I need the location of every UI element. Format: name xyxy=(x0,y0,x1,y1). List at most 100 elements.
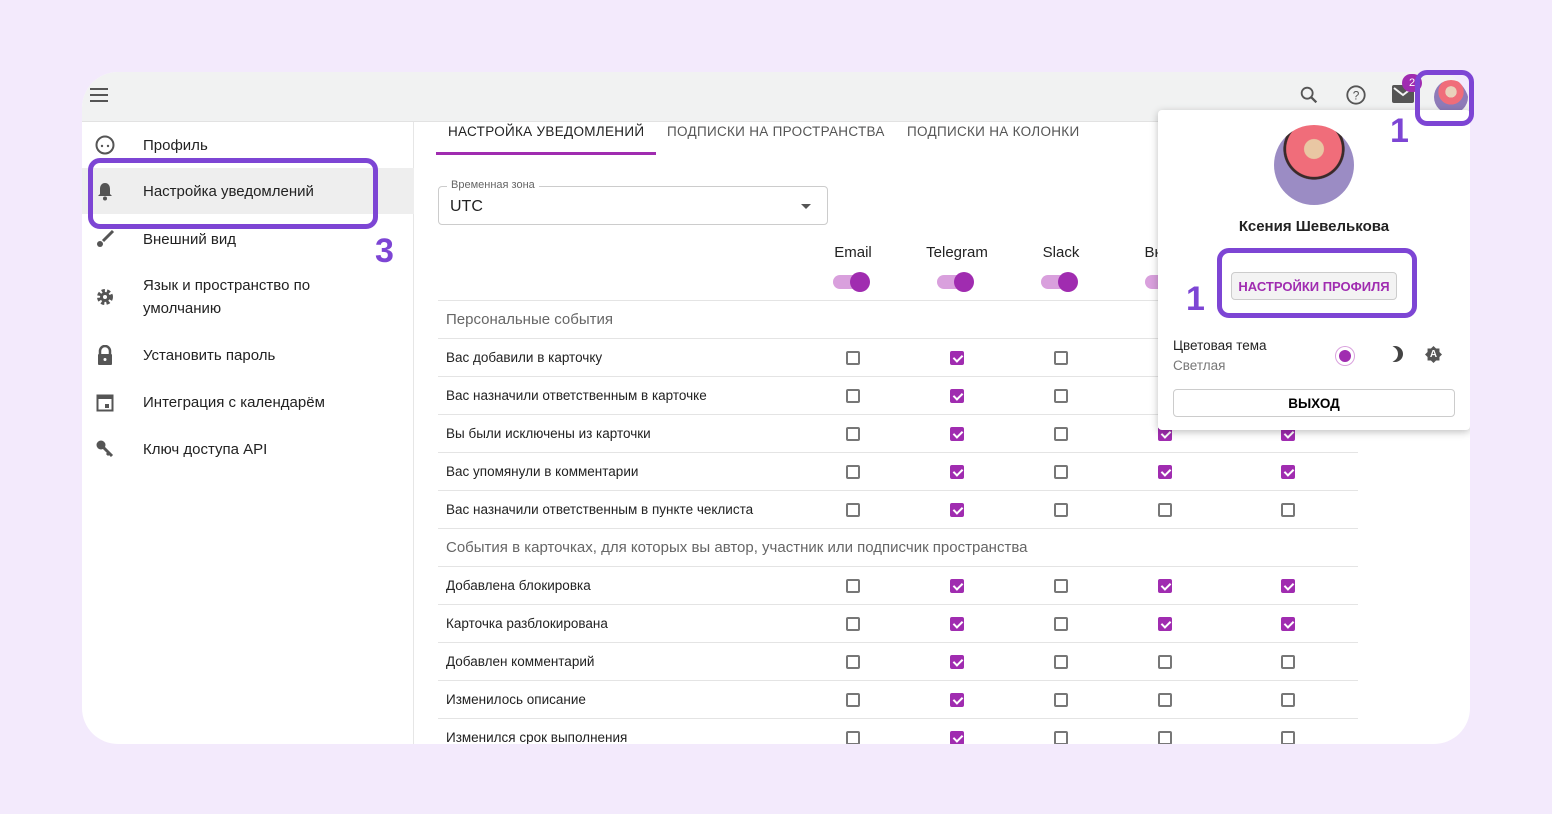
channel-checkbox[interactable] xyxy=(1281,617,1295,631)
channel-checkbox[interactable] xyxy=(1158,731,1172,744)
channel-checkbox[interactable] xyxy=(1158,579,1172,593)
app-window: ? 2 Профиль Настройка уведомлений Внешний … xyxy=(82,72,1470,744)
channel-checkbox[interactable] xyxy=(1281,579,1295,593)
dropdown-arrow-icon xyxy=(801,204,811,214)
section-header: Персональные события xyxy=(438,301,1358,339)
section-title: События в карточках, для которых вы авто… xyxy=(446,539,1028,556)
moon-icon[interactable] xyxy=(1382,346,1398,362)
table-row: Вас упомянули в комментарии xyxy=(438,453,1358,491)
channel-checkbox[interactable] xyxy=(950,503,964,517)
svg-text:?: ? xyxy=(1353,89,1360,103)
timezone-select[interactable]: Временная зона UTC xyxy=(438,179,828,225)
channel-checkbox[interactable] xyxy=(846,617,860,631)
channel-checkbox[interactable] xyxy=(1281,465,1295,479)
column-header: Slack xyxy=(1042,244,1080,261)
sidebar-item-label: Профиль xyxy=(143,136,208,154)
lock-icon xyxy=(94,344,116,366)
event-label: Вас назначили ответственным в карточке xyxy=(446,388,707,403)
sidebar-item[interactable]: Профиль xyxy=(82,122,414,168)
channel-checkbox[interactable] xyxy=(950,617,964,631)
event-label: Вас добавили в карточку xyxy=(446,350,603,365)
channel-checkbox[interactable] xyxy=(1158,617,1172,631)
tab-indicator xyxy=(436,152,656,155)
event-label: Вы были исключены из карточки xyxy=(446,426,651,441)
channel-checkbox[interactable] xyxy=(846,503,860,517)
channel-checkbox[interactable] xyxy=(1054,731,1068,744)
face-icon xyxy=(94,134,116,156)
channel-checkbox[interactable] xyxy=(1158,503,1172,517)
profile-name: Ксения Шевелькова xyxy=(1238,218,1390,235)
channel-checkbox[interactable] xyxy=(1054,351,1068,365)
channel-checkbox[interactable] xyxy=(1054,579,1068,593)
sidebar: Профиль Настройка уведомлений Внешний вид Я… xyxy=(82,122,414,744)
sidebar-item-label: Ключ доступа API xyxy=(143,440,268,458)
event-label: Вас упомянули в комментарии xyxy=(446,464,639,479)
gear-icon xyxy=(94,286,116,308)
brush-icon xyxy=(94,228,116,250)
channel-checkbox[interactable] xyxy=(1281,693,1295,707)
channel-checkbox[interactable] xyxy=(950,579,964,593)
sidebar-item[interactable]: Интеграция с календарём xyxy=(82,379,414,425)
sidebar-item[interactable]: Ключ доступа API xyxy=(82,426,414,472)
channel-checkbox[interactable] xyxy=(846,579,860,593)
channel-checkbox[interactable] xyxy=(1054,617,1068,631)
sidebar-item[interactable]: Язык и пространство по умолчанию xyxy=(82,262,414,332)
channel-checkbox[interactable] xyxy=(950,465,964,479)
table-row: Вас назначили ответственным в пункте чек… xyxy=(438,491,1358,529)
channel-checkbox[interactable] xyxy=(846,731,860,744)
channel-checkbox[interactable] xyxy=(1054,465,1068,479)
channel-checkbox[interactable] xyxy=(1281,503,1295,517)
table-row: Добавлен комментарий xyxy=(438,643,1358,681)
sidebar-item-label: Настройка уведомлений xyxy=(143,182,314,200)
channel-checkbox[interactable] xyxy=(1281,655,1295,669)
channel-checkbox[interactable] xyxy=(846,351,860,365)
channel-checkbox[interactable] xyxy=(1281,731,1295,744)
tab[interactable]: ПОДПИСКИ НА ПРОСТРАНСТВА xyxy=(667,124,885,139)
column-header: Email xyxy=(834,244,872,261)
bell-icon xyxy=(94,180,116,202)
key-icon xyxy=(94,438,116,460)
table-row: Вы были исключены из карточки xyxy=(438,415,1358,453)
channel-checkbox[interactable] xyxy=(1054,389,1068,403)
channel-checkbox[interactable] xyxy=(1054,693,1068,707)
channel-checkbox[interactable] xyxy=(1158,465,1172,479)
profile-popup: Ксения Шевелькова НАСТРОЙКИ ПРОФИЛЯ Цвет… xyxy=(1158,110,1470,430)
tab[interactable]: НАСТРОЙКА УВЕДОМЛЕНИЙ xyxy=(448,124,645,139)
hamburger-icon[interactable] xyxy=(90,88,108,102)
sidebar-item[interactable]: Внешний вид xyxy=(82,216,414,262)
channel-checkbox[interactable] xyxy=(846,693,860,707)
sidebar-item-label: Язык и пространство по умолчанию xyxy=(143,277,311,317)
channel-checkbox[interactable] xyxy=(950,693,964,707)
channel-toggle[interactable] xyxy=(833,272,870,292)
channel-toggle[interactable] xyxy=(1041,272,1078,292)
channel-checkbox[interactable] xyxy=(846,427,860,441)
timezone-label: Временная зона xyxy=(447,179,539,191)
channel-checkbox[interactable] xyxy=(1158,693,1172,707)
channel-checkbox[interactable] xyxy=(846,389,860,403)
channel-checkbox[interactable] xyxy=(1054,427,1068,441)
channel-checkbox[interactable] xyxy=(846,465,860,479)
channel-checkbox[interactable] xyxy=(846,655,860,669)
event-label: Изменился срок выполнения xyxy=(446,730,628,744)
sun-icon[interactable] xyxy=(1339,350,1351,362)
channel-checkbox[interactable] xyxy=(950,655,964,669)
logout-button[interactable]: ВЫХОД xyxy=(1173,389,1455,417)
channel-checkbox[interactable] xyxy=(1054,503,1068,517)
channel-toggle[interactable] xyxy=(937,272,974,292)
search-icon[interactable] xyxy=(1298,84,1320,106)
sidebar-item[interactable]: Настройка уведомлений xyxy=(82,168,414,214)
profile-settings-button[interactable]: НАСТРОЙКИ ПРОФИЛЯ xyxy=(1231,272,1397,300)
auto-theme-icon[interactable]: A xyxy=(1425,346,1442,363)
channel-checkbox[interactable] xyxy=(950,731,964,744)
channel-checkbox[interactable] xyxy=(950,351,964,365)
tab[interactable]: ПОДПИСКИ НА КОЛОНКИ xyxy=(907,124,1080,139)
channel-checkbox[interactable] xyxy=(950,389,964,403)
section-title: Персональные события xyxy=(446,311,613,328)
channel-checkbox[interactable] xyxy=(950,427,964,441)
avatar-button[interactable] xyxy=(1434,80,1468,114)
channel-checkbox[interactable] xyxy=(1158,655,1172,669)
channel-checkbox[interactable] xyxy=(1054,655,1068,669)
sidebar-item[interactable]: Установить пароль xyxy=(82,332,414,378)
help-icon[interactable]: ? xyxy=(1345,84,1367,106)
event-label: Вас назначили ответственным в пункте чек… xyxy=(446,502,754,517)
